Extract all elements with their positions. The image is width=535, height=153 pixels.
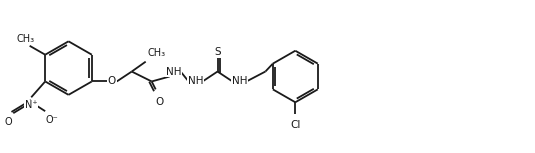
Text: S: S (214, 47, 221, 57)
Text: N⁺: N⁺ (25, 100, 37, 110)
Text: NH: NH (166, 67, 181, 76)
Text: Cl: Cl (290, 120, 301, 130)
Text: O: O (4, 117, 12, 127)
Text: CH₃: CH₃ (148, 48, 166, 58)
Text: O⁻: O⁻ (46, 115, 58, 125)
Text: NH: NH (232, 76, 247, 86)
Text: NH: NH (188, 76, 203, 86)
Text: CH₃: CH₃ (17, 34, 35, 44)
Text: O: O (156, 97, 164, 107)
Text: O: O (108, 76, 116, 86)
